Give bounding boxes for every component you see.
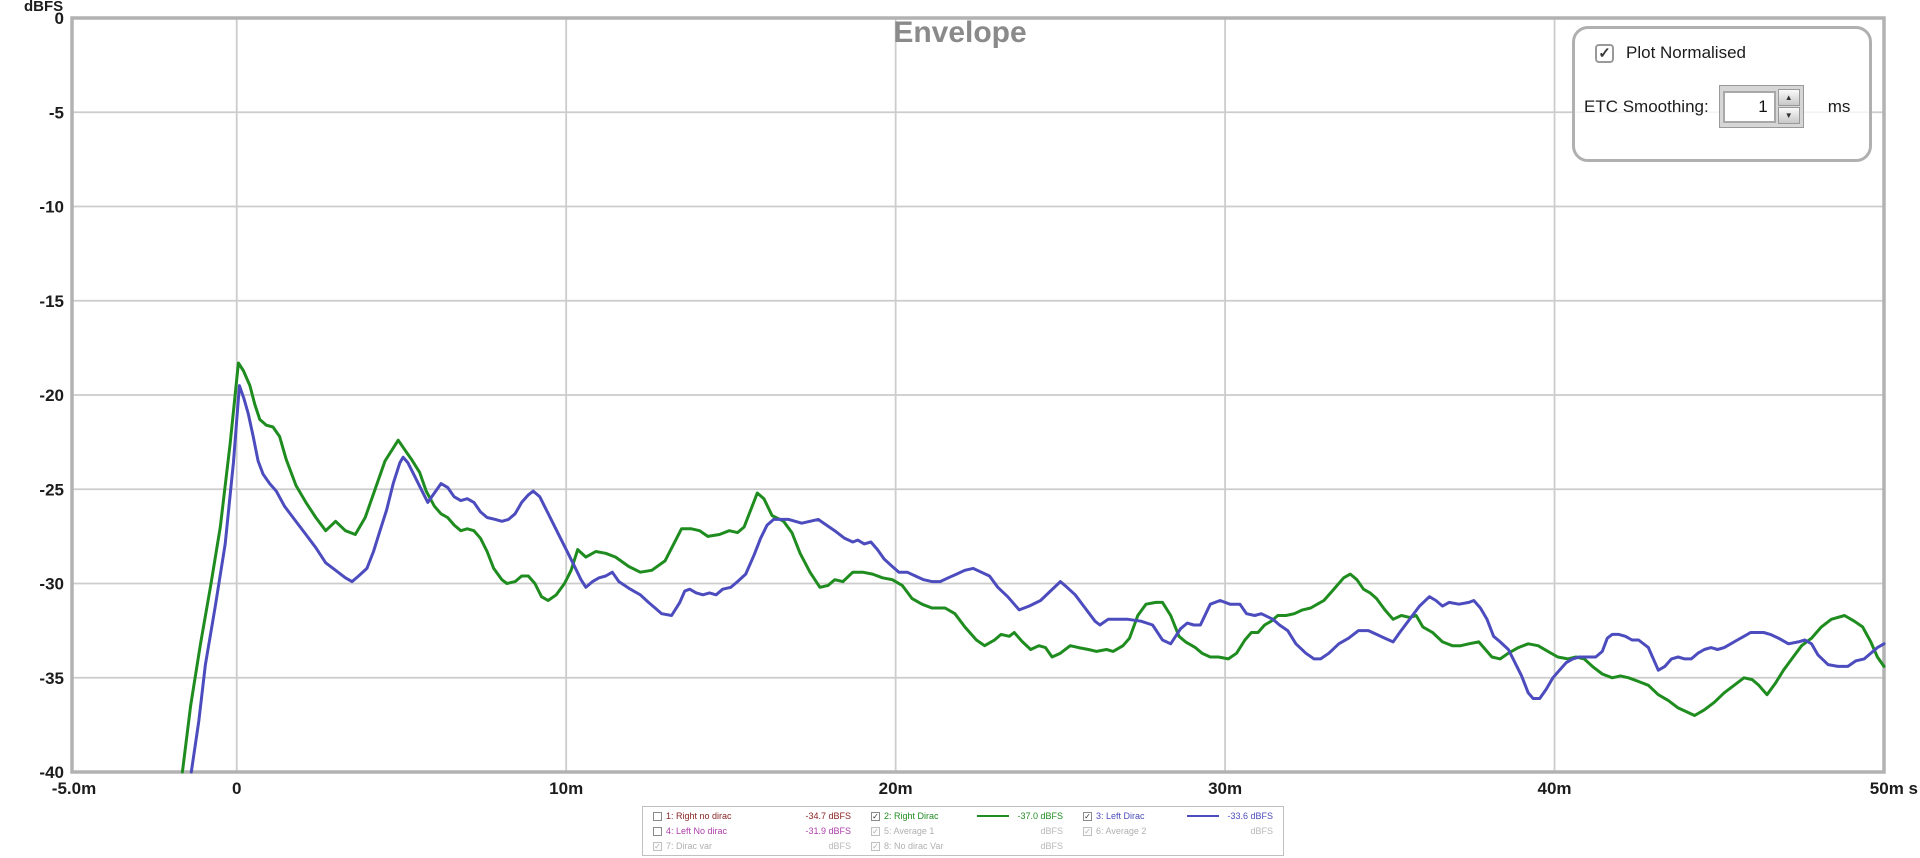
etc-smoothing-unit: ms	[1827, 96, 1851, 116]
legend-label: 4: Left No dirac	[666, 826, 728, 836]
x-tick-label: 0	[232, 779, 241, 798]
y-tick-label: -10	[39, 198, 64, 217]
legend-item: 4: Left No dirac -31.9 dBFS	[643, 824, 861, 839]
series-line-2	[189, 384, 1886, 774]
y-tick-label: -25	[39, 480, 64, 499]
plot-controls-panel: ✓ Plot Normalised ETC Smoothing: 1 ▲ ▼ m…	[1572, 26, 1872, 162]
etc-smoothing-label: ETC Smoothing:	[1584, 96, 1709, 116]
legend-checkbox[interactable]: ✓	[871, 826, 880, 836]
x-tick-label: 10m	[549, 779, 583, 798]
spinner-down-button[interactable]: ▼	[1777, 107, 1800, 124]
legend-checkbox[interactable]	[653, 811, 662, 821]
legend-line-swatch	[977, 815, 1009, 817]
y-tick-label: 0	[55, 9, 64, 28]
legend-item: ✓ 2: Right Dirac -37.0 dBFS	[861, 809, 1073, 824]
arrow-up-icon: ▲	[1784, 92, 1793, 102]
legend-checkbox[interactable]: ✓	[871, 841, 880, 851]
x-tick-label: 50m s	[1870, 779, 1918, 798]
legend-item: ✓ 8: No dirac Var dBFS	[861, 839, 1073, 854]
legend-checkbox[interactable]: ✓	[653, 841, 662, 851]
y-tick-label: -35	[39, 669, 64, 688]
legend-item: ✓ 7: Dirac var dBFS	[643, 839, 861, 854]
legend-item: ✓ 6: Average 2 dBFS	[1073, 824, 1283, 839]
legend-value: dBFS	[828, 841, 851, 851]
legend-value: -37.0 dBFS	[1017, 811, 1063, 821]
legend-checkbox[interactable]	[653, 826, 662, 836]
legend-item: ✓ 3: Left Dirac -33.6 dBFS	[1073, 809, 1283, 824]
legend-value: dBFS	[1040, 841, 1063, 851]
legend-label: 6: Average 2	[1096, 826, 1147, 836]
plot-border	[70, 16, 1886, 774]
y-tick-label: -5	[49, 103, 64, 122]
x-tick-label: 30m	[1208, 779, 1242, 798]
legend-label: 7: Dirac var	[666, 841, 713, 851]
legend-label: 1: Right no dirac	[666, 811, 732, 821]
y-tick-label: -40	[39, 763, 64, 782]
legend-item: ✓ 5: Average 1 dBFS	[861, 824, 1073, 839]
legend-value: -33.6 dBFS	[1227, 811, 1273, 821]
x-tick-label: 40m	[1538, 779, 1572, 798]
legend-line-swatch	[1187, 815, 1219, 817]
legend: 1: Right no dirac -34.7 dBFS ✓ 2: Right Dir…	[642, 806, 1284, 856]
etc-smoothing-spinner: 1 ▲ ▼	[1718, 85, 1804, 128]
y-tick-label: -15	[39, 292, 64, 311]
plot-normalised-checkbox[interactable]: ✓	[1595, 43, 1614, 63]
legend-value: dBFS	[1040, 826, 1063, 836]
etc-smoothing-input[interactable]: 1	[1722, 90, 1776, 123]
y-tick-label: -20	[39, 386, 64, 405]
legend-label: 8: No dirac Var	[884, 841, 944, 851]
y-tick-label: -30	[39, 575, 64, 594]
legend-value: -34.7 dBFS	[805, 811, 851, 821]
legend-checkbox[interactable]: ✓	[871, 811, 880, 821]
plot-normalised-label: Plot Normalised	[1626, 43, 1746, 62]
x-tick-label: -5.0m	[52, 779, 96, 798]
check-icon: ✓	[1598, 45, 1611, 62]
legend-item: 1: Right no dirac -34.7 dBFS	[643, 809, 861, 824]
spinner-up-button[interactable]: ▲	[1777, 89, 1800, 106]
y-axis-unit-label: dBFS	[24, 0, 64, 15]
legend-checkbox[interactable]: ✓	[1083, 811, 1092, 821]
x-tick-label: 20m	[879, 779, 913, 798]
legend-value: dBFS	[1250, 826, 1273, 836]
series-line-1	[180, 361, 1886, 774]
legend-checkbox[interactable]: ✓	[1083, 826, 1092, 836]
legend-value: -31.9 dBFS	[805, 826, 851, 836]
legend-label: 3: Left Dirac	[1096, 811, 1145, 821]
arrow-down-icon: ▼	[1784, 110, 1793, 120]
legend-label: 5: Average 1	[884, 826, 935, 836]
legend-label: 2: Right Dirac	[884, 811, 939, 821]
